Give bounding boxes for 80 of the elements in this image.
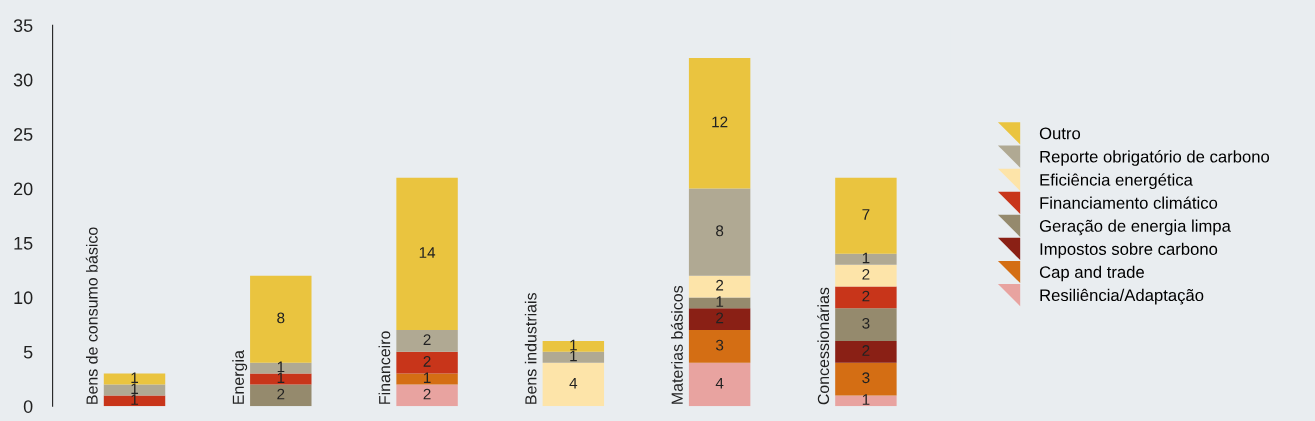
data-label: 3 (862, 372, 870, 384)
data-label: 14 (419, 247, 436, 258)
bar (103, 384, 166, 396)
bar (835, 264, 897, 287)
bar (103, 395, 166, 407)
x-tick-label: Energia (232, 350, 248, 404)
data-label: 1 (862, 394, 870, 405)
bar (396, 351, 458, 374)
data-label: 2 (277, 388, 285, 400)
bar (250, 362, 312, 374)
x-tick-label: Bens de consumo básico (85, 227, 98, 404)
bar (688, 362, 751, 407)
bar (542, 351, 605, 363)
bar (835, 362, 897, 396)
legend-label: Impostos sobre carbono (1040, 242, 1218, 259)
y-tick-label: 35 (13, 19, 33, 32)
data-label: 1 (716, 296, 724, 307)
bar (542, 340, 605, 352)
bar (835, 308, 897, 341)
y-tick-label: 15 (14, 237, 33, 250)
y-tick-label: 20 (13, 182, 33, 196)
data-label: 1 (423, 372, 431, 383)
data-label: 2 (862, 345, 870, 356)
bar (835, 395, 897, 407)
data-label: 1 (131, 394, 139, 405)
x-tick-label: Materias básicos (670, 285, 683, 404)
legend-label: Resiliência/Adaptação (1040, 288, 1204, 305)
bar (396, 373, 458, 385)
legend-label: Financiamento climático (1040, 196, 1218, 209)
data-label: 1 (131, 383, 139, 394)
y-tick-label: 5 (23, 345, 33, 359)
legend-label: Eficiência energética (1040, 173, 1193, 190)
data-label: 2 (716, 312, 724, 324)
bar (542, 362, 605, 407)
bar (688, 275, 751, 298)
bar (835, 253, 897, 265)
data-label: 2 (862, 268, 870, 280)
bar (396, 177, 458, 331)
data-label: 2 (862, 290, 870, 302)
legend-label: Outro (1039, 127, 1081, 140)
bar (688, 297, 751, 309)
y-tick-label: 30 (13, 73, 33, 87)
data-label: 4 (715, 377, 724, 389)
bar (835, 286, 897, 309)
y-tick-label: 0 (23, 400, 33, 413)
bar (835, 340, 897, 363)
data-label: 1 (131, 372, 139, 383)
legend-label: Cap and trade (1039, 265, 1144, 282)
y-tick-label: 25 (13, 128, 33, 141)
bar (835, 177, 897, 254)
data-label: 2 (716, 279, 724, 291)
data-label: 3 (862, 317, 870, 329)
bar (688, 188, 751, 276)
data-label: 1 (277, 372, 285, 383)
data-label: 8 (277, 312, 285, 324)
data-label: 12 (712, 116, 728, 128)
bar (396, 384, 458, 407)
bar (688, 330, 751, 363)
x-tick-label: Financeiro (378, 331, 391, 404)
bar (396, 330, 458, 352)
data-label: 7 (862, 209, 870, 220)
data-label: 1 (862, 252, 870, 264)
data-label: 1 (277, 361, 285, 373)
data-label: 2 (423, 388, 431, 400)
legend-label: Reporte obrigatório de carbono (1040, 150, 1270, 166)
data-label: 1 (570, 339, 577, 351)
data-label: 8 (716, 225, 724, 237)
bar (688, 57, 751, 189)
data-label: 2 (423, 334, 431, 345)
legend-label: Geração de energia limpa (1039, 219, 1231, 236)
data-label: 1 (570, 350, 577, 362)
x-tick-label: Concessionárias (817, 287, 830, 405)
data-label: 4 (569, 377, 578, 389)
x-tick-label: Bens industriais (524, 293, 537, 404)
bar (250, 384, 312, 407)
y-tick-label: 10 (14, 291, 33, 305)
bar (688, 308, 751, 331)
data-label: 2 (423, 356, 431, 367)
bar (250, 275, 312, 363)
data-label: 3 (715, 339, 724, 351)
